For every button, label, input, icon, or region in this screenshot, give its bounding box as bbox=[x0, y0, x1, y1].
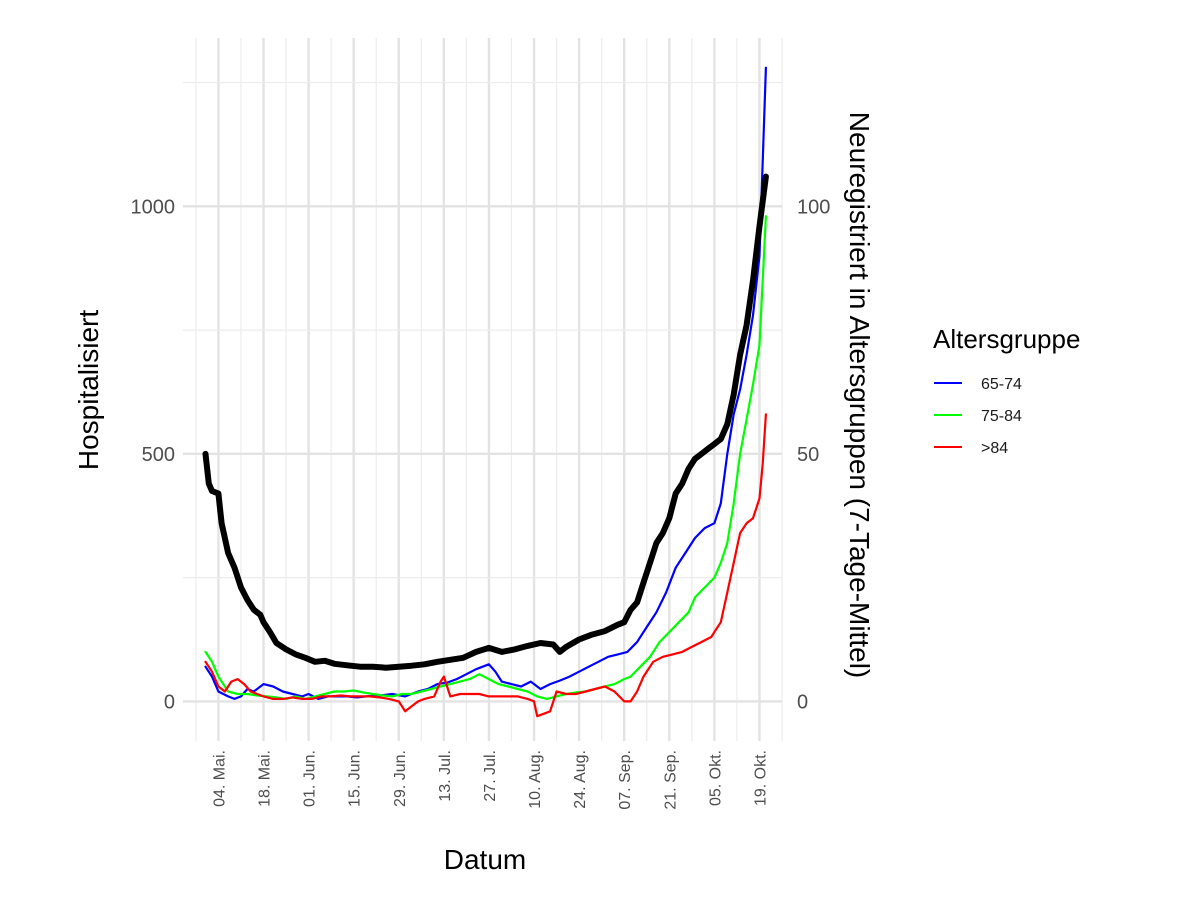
x-tick-label: 19. Okt. bbox=[752, 750, 769, 806]
x-tick-label: 05. Okt. bbox=[707, 750, 724, 806]
x-tick-label: 24. Aug. bbox=[572, 750, 589, 809]
legend-label-gt84: >84 bbox=[981, 440, 1008, 457]
series-line--84 bbox=[204, 413, 767, 718]
y-left-tick-label: 500 bbox=[142, 444, 175, 466]
y-right-tick-label: 100 bbox=[797, 196, 830, 218]
legend-label-75-84: 75-84 bbox=[981, 408, 1022, 425]
x-tick-label: 13. Jul. bbox=[437, 750, 454, 802]
y-left-tick-label: 0 bbox=[164, 691, 175, 713]
x-tick-label: 29. Jun. bbox=[392, 750, 409, 807]
series-lines bbox=[202, 66, 769, 718]
y-right-tick-label: 50 bbox=[797, 444, 819, 466]
legend-item-65-74: 65-74 bbox=[934, 376, 1022, 393]
legend: Altersgruppe 65-74 75-84 >84 bbox=[933, 324, 1080, 457]
y-axis-right: 0 50 100 bbox=[797, 196, 830, 713]
x-tick-label: 21. Sep. bbox=[662, 750, 679, 810]
legend-item-gt84: >84 bbox=[934, 440, 1008, 457]
y-axis-right-title: Neuregistriert in Altersgruppen (7-Tage-… bbox=[844, 112, 875, 678]
x-tick-label: 01. Jun. bbox=[302, 750, 319, 807]
x-axis-title: Datum bbox=[444, 844, 526, 875]
series-line-hospitalisiert bbox=[202, 173, 769, 671]
y-axis-left: 0 500 1000 bbox=[131, 196, 176, 713]
x-tick-label: 07. Sep. bbox=[617, 750, 634, 810]
x-tick-label: 27. Jul. bbox=[482, 750, 499, 802]
series-line-65-74 bbox=[204, 66, 767, 700]
x-tick-label: 15. Jun. bbox=[347, 750, 364, 807]
series-line-75-84 bbox=[204, 215, 767, 700]
x-tick-label: 04. Mai. bbox=[211, 750, 228, 807]
y-left-tick-label: 1000 bbox=[131, 196, 176, 218]
x-tick-label: 18. Mai. bbox=[257, 750, 274, 807]
x-tick-label: 10. Aug. bbox=[527, 750, 544, 809]
legend-label-65-74: 65-74 bbox=[981, 376, 1022, 393]
legend-item-75-84: 75-84 bbox=[934, 408, 1022, 425]
y-right-tick-label: 0 bbox=[797, 691, 808, 713]
x-axis: 04. Mai. 18. Mai. 01. Jun. 15. Jun. 29. Jun.… bbox=[211, 750, 769, 810]
legend-title: Altersgruppe bbox=[933, 324, 1080, 354]
y-axis-left-title: Hospitalisiert bbox=[73, 310, 104, 470]
